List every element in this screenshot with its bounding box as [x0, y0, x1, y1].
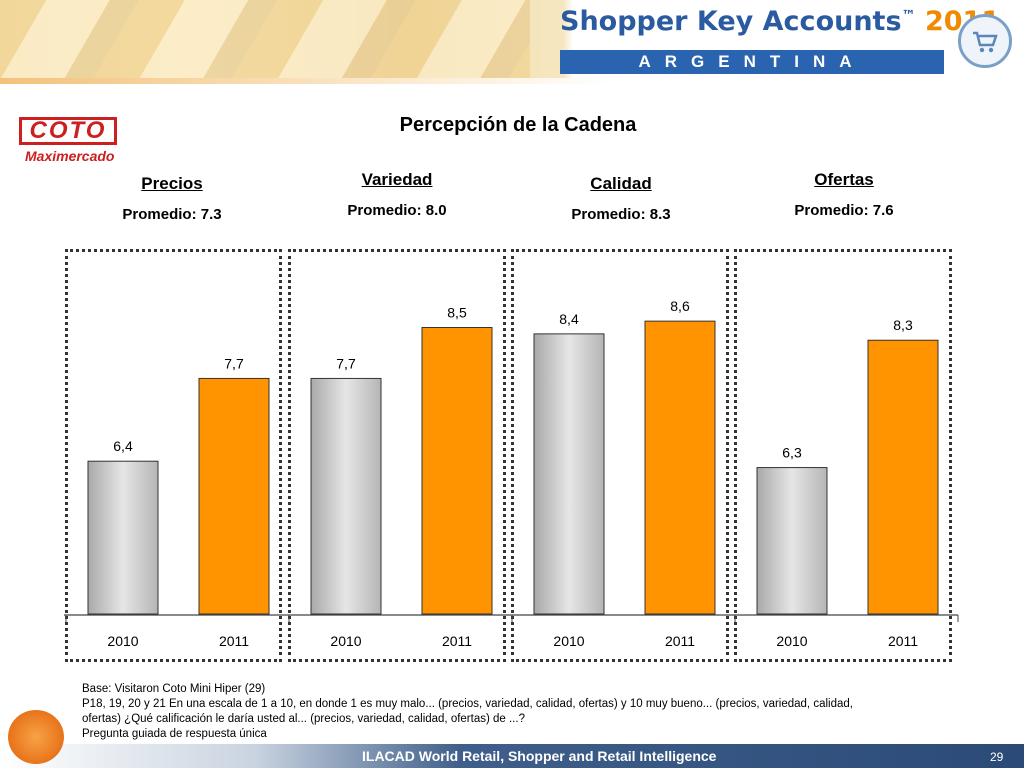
panel-header-ofertas: Ofertas Promedio: 7.6: [744, 170, 944, 219]
panel-frame-ofertas: [734, 249, 952, 662]
chart-title: Percepción de la Cadena: [399, 114, 637, 136]
bar-value-label: 6,3: [782, 445, 802, 461]
panel-average: Promedio: 8.3: [571, 206, 671, 223]
panel-frame-precios: [65, 249, 282, 662]
header-photo: [0, 0, 530, 78]
bar-value-label: 6,4: [113, 438, 133, 454]
coto-logo-mark: COTO: [19, 117, 117, 145]
bar-ofertas-2011: [867, 339, 939, 615]
bar-value-label: 8,6: [670, 298, 690, 314]
footer-label: ILACAD World Retail, Shopper and Retail …: [362, 748, 717, 764]
brand-name: Shopper Key Accounts: [560, 6, 902, 37]
x-tick-label: 2010: [553, 633, 584, 649]
bar-calidad-2010: [533, 333, 605, 615]
panel-frame-variedad: [288, 249, 506, 662]
panel-title: Variedad: [361, 170, 433, 189]
panel-header-variedad: Variedad Promedio: 8.0: [297, 170, 497, 219]
panel-average: Promedio: 7.3: [122, 206, 222, 223]
panel-title: Ofertas: [814, 170, 874, 189]
bar-value-label: 8,5: [447, 305, 467, 321]
bar-precios-2010: [87, 460, 159, 615]
panel-title: Precios: [141, 174, 203, 193]
brand-country: ARGENTINA: [560, 50, 944, 74]
x-tick-label: 2011: [219, 633, 249, 649]
footer-note-type: Pregunta guiada de respuesta única: [82, 728, 267, 740]
x-tick-label: 2010: [330, 633, 361, 649]
x-tick-label: 2011: [442, 633, 472, 649]
x-tick-label: 2011: [665, 633, 695, 649]
bar-calidad-2011: [644, 320, 716, 615]
footer-logo-icon: [8, 710, 64, 764]
bar-precios-2011: [198, 377, 270, 615]
brand-tm: ™: [901, 8, 916, 24]
x-tick-label: 2010: [107, 633, 138, 649]
footer-notes: Base: Visitaron Coto Mini Hiper (29) P18…: [82, 682, 882, 742]
bar-value-label: 7,7: [224, 355, 244, 371]
coto-logo-subtitle: Maximercado: [25, 148, 115, 164]
header-stripe: [0, 78, 1024, 84]
bar-value-label: 8,3: [893, 317, 913, 333]
x-tick-label: 2010: [776, 633, 807, 649]
x-tick-label: 2011: [888, 633, 918, 649]
footer-note-question: P18, 19, 20 y 21 En una escala de 1 a 10…: [82, 698, 853, 725]
bar-variedad-2010: [310, 377, 382, 615]
panel-header-calidad: Calidad Promedio: 8.3: [521, 174, 721, 223]
shopping-cart-icon: [958, 14, 1012, 68]
coto-logo: COTO Maximercado: [19, 117, 135, 167]
footer-band: [0, 744, 1024, 768]
footer-note-base: Base: Visitaron Coto Mini Hiper (29): [82, 683, 266, 695]
bar-ofertas-2010: [756, 467, 828, 615]
panel-header-precios: Precios Promedio: 7.3: [72, 174, 272, 223]
panel-average: Promedio: 7.6: [794, 202, 894, 219]
bar-value-label: 7,7: [336, 355, 356, 371]
panel-frame-calidad: [511, 249, 729, 662]
page-number: 29: [990, 750, 1004, 764]
bar-variedad-2011: [421, 327, 493, 615]
panel-average: Promedio: 8.0: [347, 202, 447, 219]
panel-title: Calidad: [590, 174, 652, 193]
bar-value-label: 8,4: [559, 311, 579, 327]
